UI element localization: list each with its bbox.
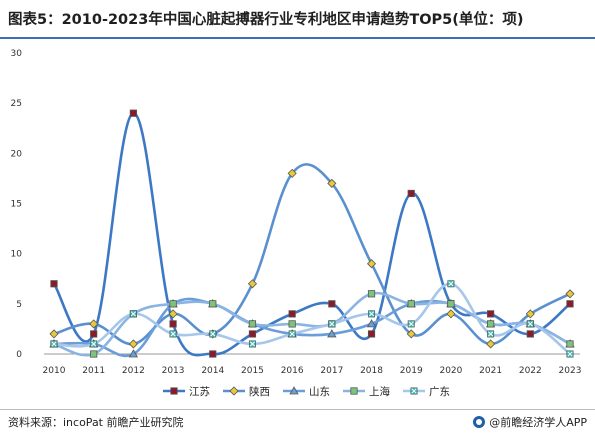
data-point [129, 310, 137, 318]
y-tick-label: 15 [11, 200, 22, 210]
data-point [209, 350, 217, 358]
data-point [487, 320, 495, 328]
legend-label: 江苏 [189, 385, 210, 398]
data-point [487, 330, 495, 338]
legend-marker [229, 386, 239, 396]
brand-credit: @前瞻经济学人APP [473, 414, 587, 430]
source-note: 资料来源：incoPat 前瞻产业研究院 [8, 416, 184, 429]
data-point [406, 329, 416, 339]
brand-logo-icon [473, 416, 486, 428]
data-point [566, 300, 574, 308]
y-tick-label: 30 [11, 49, 23, 59]
legend-label: 陕西 [249, 385, 270, 398]
y-tick-label: 5 [16, 300, 22, 310]
x-tick-label: 2011 [82, 366, 105, 376]
data-point [49, 329, 59, 339]
data-point [566, 350, 574, 358]
data-point [248, 340, 256, 348]
x-tick-label: 2016 [281, 366, 304, 376]
data-point [129, 109, 137, 117]
y-tick-label: 0 [16, 350, 22, 360]
data-point [367, 290, 376, 298]
data-point [366, 259, 377, 269]
data-point [328, 300, 336, 308]
data-point [50, 340, 58, 348]
y-tick-label: 10 [11, 250, 23, 260]
series-markers [49, 109, 575, 358]
legend-marker [350, 387, 358, 395]
footer-divider [0, 409, 595, 410]
data-point [327, 178, 337, 188]
x-tick-label: 2020 [439, 366, 462, 376]
legend-label: 广东 [429, 385, 450, 398]
x-tick-label: 2022 [519, 366, 542, 376]
data-point [565, 289, 575, 299]
data-point [327, 329, 337, 338]
legend-marker [410, 387, 418, 395]
data-point [90, 330, 98, 338]
x-tick-label: 2021 [479, 366, 502, 376]
data-point [407, 320, 415, 328]
data-point [566, 340, 574, 348]
data-point [128, 339, 138, 349]
data-point [209, 300, 217, 308]
series-lines [52, 111, 572, 358]
data-point [169, 330, 177, 338]
x-tick-label: 2019 [400, 366, 423, 376]
data-point [407, 300, 415, 308]
data-point [487, 310, 495, 318]
data-point [288, 320, 296, 328]
data-point [168, 309, 178, 319]
x-tick-label: 2010 [43, 366, 66, 376]
chart-title: 图表5：2010-2023年中国心脏起搏器行业专利地区申请趋势TOP5(单位：项… [8, 12, 524, 28]
x-tick-label: 2018 [360, 366, 383, 376]
data-point [367, 330, 376, 338]
x-tick-label: 2017 [320, 366, 343, 376]
legend-marker [170, 387, 178, 395]
data-point [169, 320, 177, 328]
data-point [447, 280, 455, 288]
data-point [446, 309, 456, 319]
data-point [128, 349, 139, 358]
x-tick-label: 2014 [201, 366, 224, 376]
data-point [288, 330, 296, 338]
y-tick-label: 25 [11, 99, 22, 109]
data-point [50, 280, 58, 288]
legend-label: 山东 [309, 385, 330, 398]
data-point [366, 319, 377, 328]
data-point [447, 300, 455, 308]
data-point [169, 300, 177, 308]
data-point [368, 310, 376, 318]
x-tick-label: 2023 [559, 366, 582, 376]
series-line-陕西 [52, 163, 572, 346]
data-point [525, 309, 535, 319]
legend-label: 上海 [369, 385, 390, 398]
data-point [89, 319, 99, 329]
legend: 江苏 陕西 山东 上海 广东 [163, 385, 450, 398]
y-tick-label: 20 [11, 149, 23, 159]
data-point [90, 350, 98, 358]
data-point [90, 340, 98, 348]
data-point [526, 330, 534, 338]
data-point [287, 168, 297, 178]
x-tick-label: 2012 [122, 366, 145, 376]
data-point [407, 189, 415, 198]
data-point [248, 320, 257, 328]
data-point [209, 330, 217, 338]
x-tick-label: 2013 [162, 366, 185, 376]
data-point [288, 310, 296, 318]
data-point [247, 279, 258, 289]
series-line-江苏 [52, 111, 572, 357]
data-point [248, 330, 257, 338]
data-point [526, 320, 534, 328]
x-tick-label: 2015 [241, 366, 264, 376]
legend-marker [289, 386, 299, 395]
title-divider [0, 37, 595, 39]
data-point [328, 320, 336, 328]
data-point [486, 339, 496, 349]
series-line-广东 [52, 282, 572, 356]
brand-text: @前瞻经济学人APP [489, 416, 587, 429]
